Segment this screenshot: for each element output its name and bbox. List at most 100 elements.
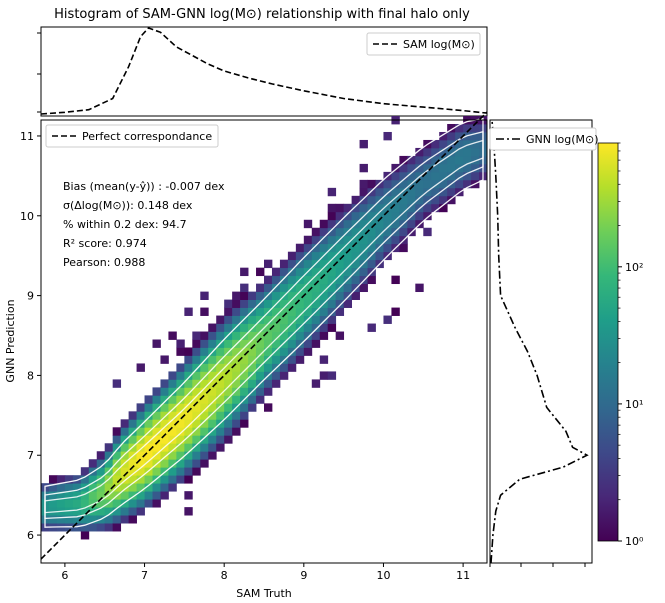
heatmap-cell <box>335 307 345 316</box>
heatmap-cell <box>192 451 201 460</box>
heatmap-cell <box>112 379 122 388</box>
heatmap-cell <box>240 291 249 300</box>
heatmap-cell <box>56 491 66 500</box>
heatmap-cell <box>104 459 114 468</box>
heatmap-cell <box>72 475 82 484</box>
heatmap-cell <box>391 211 400 221</box>
heatmap-cell <box>391 171 400 181</box>
heatmap-cell <box>184 371 193 380</box>
heatmap-cell <box>48 475 58 484</box>
heatmap-cell <box>455 155 464 165</box>
heatmap-cell <box>367 211 376 221</box>
heatmap-cell <box>160 459 169 468</box>
heatmap-cell <box>447 131 456 141</box>
heatmap-cell <box>184 363 193 372</box>
heatmap-cell <box>128 499 137 508</box>
heatmap-cell <box>264 355 273 364</box>
heatmap-cell <box>128 419 137 428</box>
heatmap-cell <box>144 443 153 452</box>
heatmap-cell <box>72 483 82 492</box>
heatmap-cell <box>152 339 161 348</box>
heatmap-cell <box>232 315 241 324</box>
heatmap-cell <box>264 379 273 388</box>
heatmap-cell <box>96 483 106 492</box>
heatmap-cell <box>287 363 297 372</box>
heatmap-cell <box>240 379 249 388</box>
contours <box>44 117 484 528</box>
heatmap-cell <box>208 435 217 444</box>
heatmap-cell <box>256 355 265 364</box>
heatmap-cell <box>160 395 169 404</box>
heatmap-cell <box>232 379 241 388</box>
heatmap-cell <box>128 427 137 436</box>
heatmap-cell <box>160 483 169 492</box>
heatmap-cell <box>80 491 90 500</box>
heatmap-cell <box>423 163 432 173</box>
heatmap-cell <box>232 363 241 372</box>
heatmap-cell <box>423 179 432 189</box>
heatmap-cell <box>343 251 353 261</box>
x-tick-label: 10 <box>376 569 390 582</box>
x-axis-label: SAM Truth <box>236 587 292 600</box>
heatmap-cell <box>311 315 321 324</box>
heatmap-cell <box>407 219 416 229</box>
heatmap-cell <box>287 291 297 300</box>
heatmap-cell <box>104 451 114 460</box>
heatmap-cell <box>455 123 464 133</box>
heatmap-cell <box>128 507 137 516</box>
heatmap-cell <box>455 179 464 189</box>
heatmap-cell <box>120 499 130 508</box>
heatmap-cell <box>168 467 177 476</box>
heatmap-cell <box>327 267 337 277</box>
heatmap-cell <box>168 459 177 468</box>
heatmap-cell <box>160 403 169 412</box>
heatmap-cell <box>415 195 424 205</box>
heatmap-cell <box>184 419 193 428</box>
heatmap-cell <box>64 515 74 524</box>
heatmap-cell <box>88 475 98 484</box>
heatmap-cell <box>176 387 185 396</box>
stat-line: % within 0.2 dex: 94.7 <box>63 218 187 231</box>
heatmap-cell <box>208 323 217 332</box>
contour-line <box>44 139 484 514</box>
heatmap-cell <box>431 171 440 181</box>
heatmap-cell <box>200 419 209 428</box>
heatmap-cell <box>295 347 305 356</box>
x-tick-label: 8 <box>221 569 228 582</box>
heatmap-cell <box>128 483 137 492</box>
contour-line <box>44 117 484 528</box>
colorbar: 10⁰ 10¹ 10² <box>597 142 644 548</box>
heatmap-cell <box>192 379 201 388</box>
heatmap-cell <box>279 259 289 269</box>
heatmap-cell <box>216 435 225 444</box>
stat-line: R² score: 0.974 <box>63 237 147 250</box>
heatmap-cell <box>367 227 376 237</box>
heatmap-cell <box>120 507 130 516</box>
heatmap-cell <box>311 267 321 277</box>
heatmap-cell <box>152 403 161 412</box>
heatmap-cell <box>351 243 360 253</box>
heatmap-cell <box>80 467 90 476</box>
heatmap-cell <box>240 323 249 332</box>
heatmap-cell <box>192 403 201 412</box>
heatmap-cell <box>144 435 153 444</box>
y-tick-label: 8 <box>27 369 34 382</box>
heatmap-cell <box>168 427 177 436</box>
heatmap-cell <box>224 355 233 364</box>
heatmap-cell <box>256 331 265 340</box>
heatmap-cell <box>351 283 360 293</box>
perfect-correspondance-line <box>40 111 488 560</box>
heatmap-cell <box>208 411 217 420</box>
heatmap-cell <box>343 235 353 245</box>
heatmap-cell <box>104 443 114 452</box>
heatmap-cell <box>351 275 360 285</box>
heatmap-cell <box>216 371 225 380</box>
heatmap-cell <box>303 323 313 332</box>
heatmap-cell <box>367 235 376 245</box>
stats-annotation: Bias (mean(y-ŷ)) : -0.007 dex σ(Δlog(M⊙))… <box>63 180 225 269</box>
heatmap-cell <box>72 491 82 500</box>
heatmap-cell <box>192 395 201 404</box>
heatmap-cell <box>319 307 329 316</box>
heatmap-cell <box>184 379 193 388</box>
heatmap-cell <box>152 419 161 428</box>
